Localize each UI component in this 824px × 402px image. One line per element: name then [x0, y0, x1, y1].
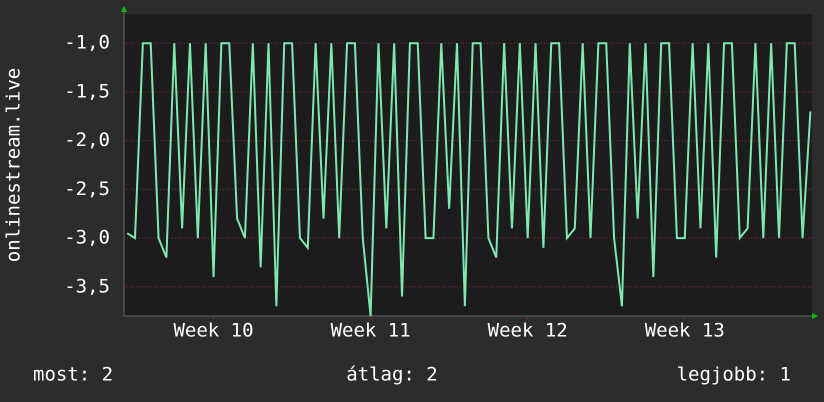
footer-current: most: 2: [33, 364, 113, 386]
y-tick-label: -3,0: [64, 227, 110, 249]
x-arrow: [812, 313, 818, 319]
y-tick-label: -1,0: [64, 32, 110, 54]
y-tick-label: -3,5: [64, 275, 110, 297]
footer-average: átlag: 2: [346, 364, 438, 386]
y-arrow: [121, 6, 127, 12]
footer-best: legjobb: 1: [677, 364, 791, 386]
x-tick-label: Week 10: [173, 320, 253, 342]
x-tick-label: Week 11: [331, 320, 411, 342]
data-line: [126, 42, 812, 317]
y-tick-label: -2,0: [64, 129, 110, 151]
y-tick-label: -1,5: [64, 80, 110, 102]
y-axis-label: onlinestream.live: [3, 68, 25, 262]
x-tick-label: Week 13: [645, 320, 725, 342]
x-tick-label: Week 12: [488, 320, 568, 342]
y-tick-label: -2,5: [64, 178, 110, 200]
